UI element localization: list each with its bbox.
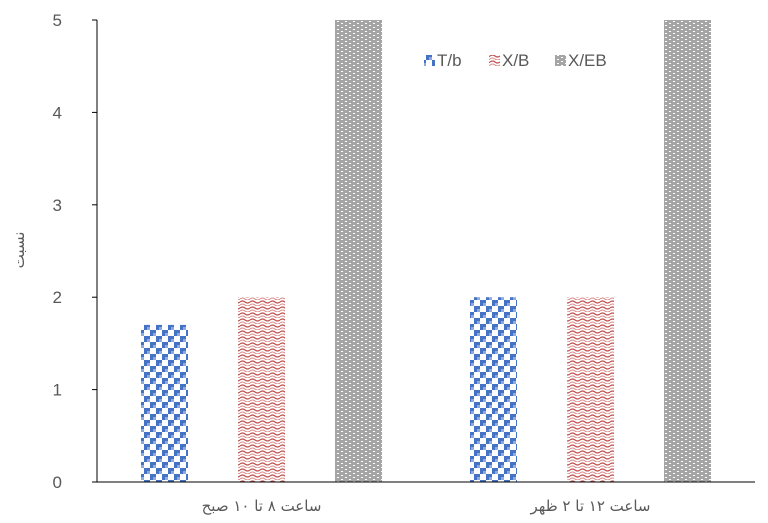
y-tick-label: 3 [53, 196, 62, 215]
legend-swatch [555, 55, 566, 66]
legend-label: T/b [437, 51, 462, 70]
bar-tb-1 [141, 324, 188, 482]
bar-xb-1 [238, 297, 285, 482]
y-tick-label: 2 [53, 288, 62, 307]
x-category-label: ساعت ۱۲ تا ۲ ظهر [530, 497, 651, 515]
legend-swatch [489, 55, 500, 66]
y-axis-label: نسبت [10, 232, 28, 269]
legend-label: X/EB [568, 51, 607, 70]
x-category-label: ساعت ۸ تا ۱۰ صبح [202, 497, 322, 515]
bar-tb-2 [470, 297, 517, 482]
y-tick-label: 1 [53, 381, 62, 400]
bar-xeb-1 [335, 20, 382, 482]
bar-xeb-2 [664, 20, 711, 482]
y-tick-label: 4 [53, 103, 62, 122]
legend-label: X/B [502, 51, 529, 70]
plot-area: 0 1 2 3 4 5 ساعت ۸ تا ۱۰ صبح ساعت ۱۲ تا ۲ ظهر T/… [53, 11, 755, 515]
y-tick-label: 5 [53, 11, 62, 30]
legend-swatch [424, 55, 435, 66]
bar-xb-2 [567, 297, 614, 482]
y-tick-label: 0 [53, 473, 62, 492]
